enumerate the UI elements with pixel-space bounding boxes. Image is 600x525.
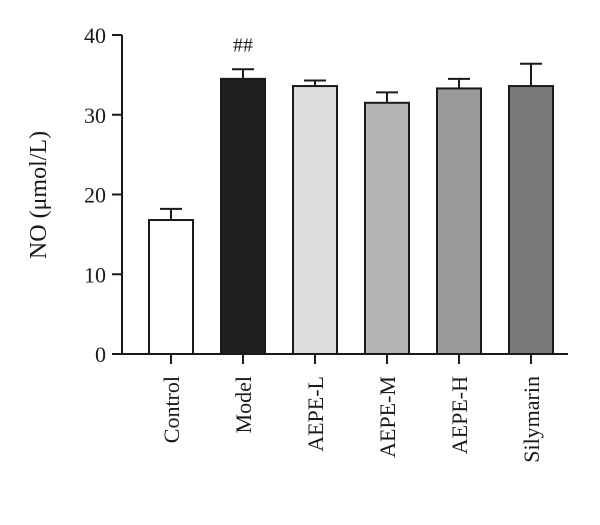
category-label: AEPE-H <box>447 376 472 454</box>
y-tick-label: 0 <box>95 342 106 367</box>
bar <box>364 101 410 355</box>
bar <box>292 85 338 355</box>
category-label: Control <box>159 376 184 443</box>
y-axis: 0 10 20 30 40 <box>84 23 123 367</box>
category-label: Silymarin <box>519 376 544 463</box>
y-tick-label: 10 <box>84 262 106 287</box>
y-tick-label: 30 <box>84 103 106 128</box>
category-label: AEPE-M <box>375 376 400 458</box>
x-axis: Control Model AEPE-L AEPE-M AEPE-H Silymarin <box>122 353 568 463</box>
significance-annotation: ## <box>233 34 253 56</box>
bar <box>220 77 266 356</box>
bar <box>148 219 194 355</box>
y-tick-label: 20 <box>84 183 106 208</box>
category-label: AEPE-L <box>303 376 328 452</box>
bars: ## <box>148 34 554 356</box>
bar <box>508 85 554 355</box>
y-axis-label: NO (μmol/L) <box>26 131 52 259</box>
y-tick-label: 40 <box>84 23 106 48</box>
bar <box>436 87 482 356</box>
category-label: Model <box>231 376 256 433</box>
